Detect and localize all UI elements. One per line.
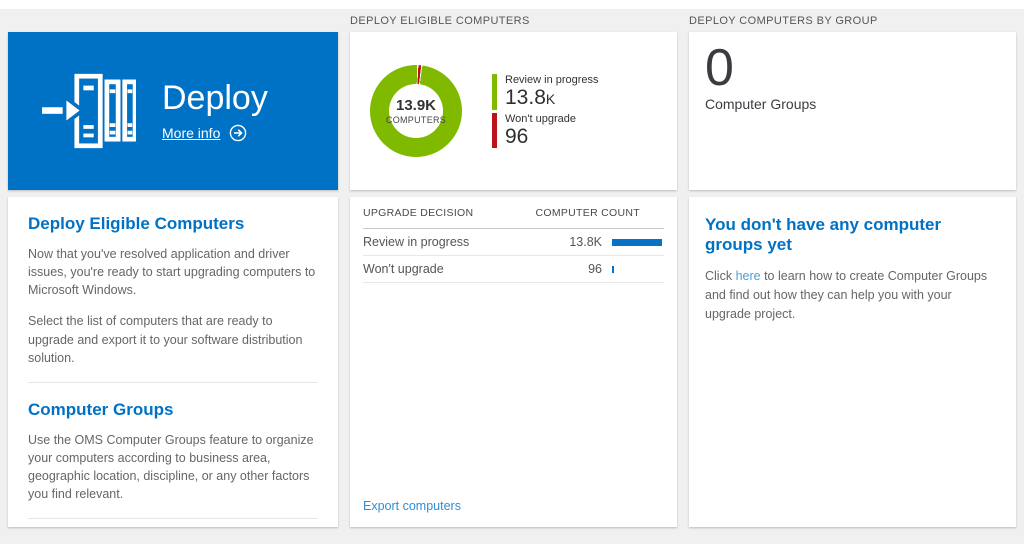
empty-state-text: Click here to learn how to create Comput… <box>705 269 988 321</box>
right-column-header: DEPLOY COMPUTERS BY GROUP <box>689 15 878 27</box>
chart-legend: Review in progress 13.8K Won't upgrade 9… <box>492 71 599 150</box>
table-header-row: UPGRADE DECISION COMPUTER COUNT <box>363 197 664 229</box>
deploy-tile[interactable]: Deploy More info <box>8 32 338 190</box>
computer-groups-count-label: Computer Groups <box>705 96 817 113</box>
section-paragraph: Use the OMS Computer Groups feature to o… <box>28 432 314 502</box>
upgrade-decision-table-card: UPGRADE DECISION COMPUTER COUNT Review i… <box>350 197 677 527</box>
section-computer-groups: Computer Groups Use the OMS Computer Gro… <box>28 383 318 520</box>
section-deploy-eligible-computers: Deploy Eligible Computers Now that you'v… <box>28 197 318 383</box>
legend-value: 13.8K <box>505 86 556 110</box>
column-deploy-overview: Deploy More info Deploy Eligible Compute… <box>8 9 338 527</box>
computer-groups-count: 0 <box>705 39 734 97</box>
here-link[interactable]: here <box>735 269 761 283</box>
dashboard-columns: Deploy More info Deploy Eligible Compute… <box>8 9 1016 527</box>
middle-column-header: DEPLOY ELIGIBLE COMPUTERS <box>350 15 530 27</box>
section-paragraph: Now that you've resolved application and… <box>28 247 316 298</box>
legend-label: Won't upgrade <box>505 112 577 125</box>
column-header-computer-count: COMPUTER COUNT <box>535 206 640 219</box>
no-computer-groups-card: You don't have any computer groups yet C… <box>689 197 1016 527</box>
column-header-upgrade-decision: UPGRADE DECISION <box>363 206 474 219</box>
count-bar <box>612 265 614 273</box>
section-heading: Computer Groups <box>28 399 174 419</box>
table-row[interactable]: Review in progress 13.8K <box>363 229 664 256</box>
donut-chart[interactable]: 13.9K COMPUTERS <box>370 65 462 157</box>
table-empty-space <box>363 283 664 493</box>
empty-state-heading: You don't have any computer groups yet <box>705 215 942 254</box>
donut-total-label: COMPUTERS <box>385 115 447 125</box>
column-deploy-computers-by-group: DEPLOY COMPUTERS BY GROUP 0 Computer Gro… <box>689 9 1016 527</box>
donut-total-value: 13.9K <box>395 97 437 114</box>
left-column-header-spacer <box>8 9 338 32</box>
deploy-icon <box>42 73 136 149</box>
section-heading: Deploy Eligible Computers <box>28 214 245 233</box>
legend-value: 96 <box>505 124 529 148</box>
more-info-link[interactable]: More info <box>162 125 221 142</box>
export-computers-link[interactable]: Export computers <box>363 499 461 513</box>
deploy-tile-text: Deploy More info <box>162 78 268 142</box>
legend-item-wont-upgrade[interactable]: Won't upgrade 96 <box>492 112 599 148</box>
count-bar <box>612 238 662 246</box>
computer-groups-count-card: 0 Computer Groups <box>689 32 1016 190</box>
legend-swatch-green <box>492 74 497 110</box>
eligible-computers-chart-card: 13.9K COMPUTERS Review in progress 13.8K… <box>350 32 677 190</box>
deploy-info-card: Deploy Eligible Computers Now that you'v… <box>8 197 338 527</box>
legend-label: Review in progress <box>505 74 599 87</box>
arrow-circle-icon[interactable] <box>229 124 247 142</box>
donut-center: 13.9K COMPUTERS <box>385 84 447 138</box>
tile-title: Deploy <box>162 78 268 117</box>
legend-item-review-in-progress[interactable]: Review in progress 13.8K <box>492 74 599 110</box>
legend-swatch-red <box>492 112 497 148</box>
section-paragraph: Select the list of computers that are re… <box>28 314 303 365</box>
top-strip <box>0 0 1024 9</box>
column-deploy-eligible-computers: DEPLOY ELIGIBLE COMPUTERS 13.9K COMPUTER… <box>350 9 677 527</box>
table-row[interactable]: Won't upgrade 96 <box>363 256 664 283</box>
